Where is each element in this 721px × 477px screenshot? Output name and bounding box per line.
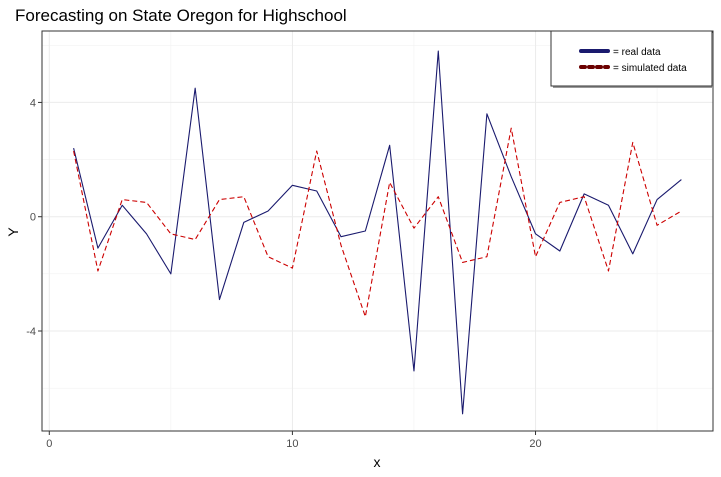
y-tick-label: 0	[30, 212, 36, 224]
x-tick-label: 20	[529, 438, 541, 450]
series-line-real	[73, 50, 682, 415]
y-tick-label: -4	[26, 326, 36, 338]
legend-label-simulated: = simulated data	[613, 63, 687, 74]
chart-title: Forecasting on State Oregon for Highscho…	[15, 6, 347, 25]
plot-area: 0 10 20 -4 0 4 = real data = simulated data	[26, 30, 714, 450]
x-tick-label: 10	[286, 438, 298, 450]
legend-box	[550, 30, 713, 87]
series-line-simulated	[73, 127, 682, 318]
legend-label-real: = real data	[613, 47, 661, 58]
x-axis-title: x	[374, 454, 381, 470]
y-tick-label: 4	[30, 97, 36, 109]
y-axis-title: Y	[5, 227, 21, 237]
x-tick-label: 0	[46, 438, 52, 450]
panel-border	[41, 30, 714, 432]
